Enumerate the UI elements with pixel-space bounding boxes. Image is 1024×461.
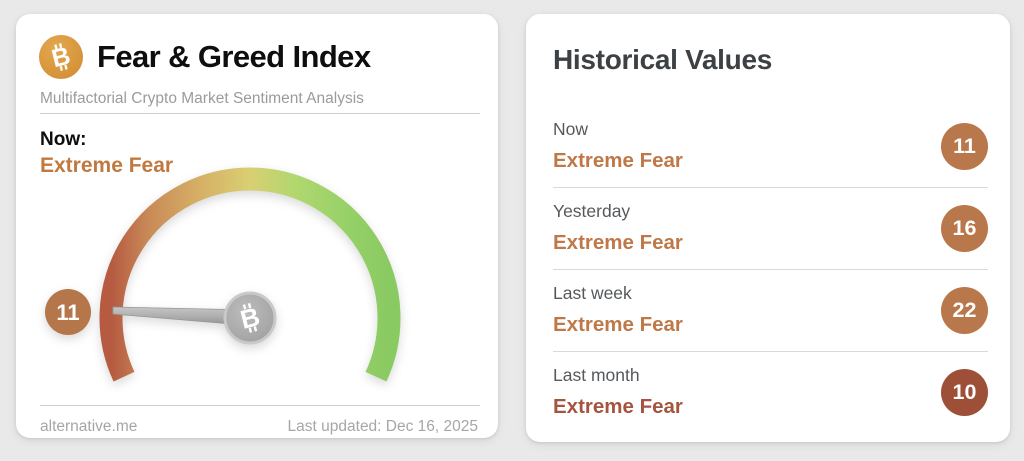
bitcoin-icon: B [39, 35, 83, 79]
fear-greed-gauge: B 11 [36, 160, 476, 396]
card-header: B Fear & Greed Index [38, 34, 480, 80]
gauge-arc [99, 167, 401, 382]
historical-values-card: Historical Values Now Extreme Fear 11 Ye… [526, 14, 1010, 442]
last-updated-text: Last updated: Dec 16, 2025 [287, 418, 478, 435]
fear-greed-card: B Fear & Greed Index Multifactorial Cryp… [16, 14, 498, 438]
row-sentiment: Extreme Fear [553, 313, 683, 336]
page-title: Fear & Greed Index [97, 39, 371, 74]
row-value-badge: 10 [941, 368, 988, 416]
row-period-label: Yesterday [553, 201, 631, 221]
historical-title: Historical Values [553, 44, 773, 75]
row-period-label: Last week [553, 283, 632, 303]
table-row: Now Extreme Fear 11 [553, 106, 988, 188]
header-divider [40, 113, 480, 114]
gauge-value: 11 [56, 300, 79, 325]
row-value-badge: 16 [941, 204, 988, 252]
historical-rows: Now Extreme Fear 11 Yesterday Extreme Fe… [553, 106, 988, 433]
row-period-label: Now [553, 119, 589, 139]
now-sentiment: Extreme Fear [40, 154, 174, 177]
footer-divider [40, 405, 480, 406]
table-row: Last week Extreme Fear 22 [553, 270, 988, 352]
gauge-value-badge: 11 [45, 289, 91, 335]
row-sentiment: Extreme Fear [553, 231, 683, 254]
now-label: Now: [40, 129, 87, 150]
table-row: Last month Extreme Fear 10 [553, 352, 988, 433]
row-sentiment: Extreme Fear [553, 149, 683, 172]
row-period-label: Last month [553, 365, 640, 385]
gauge-badge-circle [45, 289, 91, 335]
row-value-badge: 22 [941, 286, 988, 334]
row-value-badge: 11 [941, 122, 988, 170]
card-subtitle: Multifactorial Crypto Market Sentiment A… [40, 90, 364, 107]
row-sentiment: Extreme Fear [553, 395, 683, 418]
gauge-hub-bitcoin-icon: B [223, 291, 277, 345]
table-row: Yesterday Extreme Fear 16 [553, 188, 988, 270]
source-link[interactable]: alternative.me [40, 418, 138, 435]
